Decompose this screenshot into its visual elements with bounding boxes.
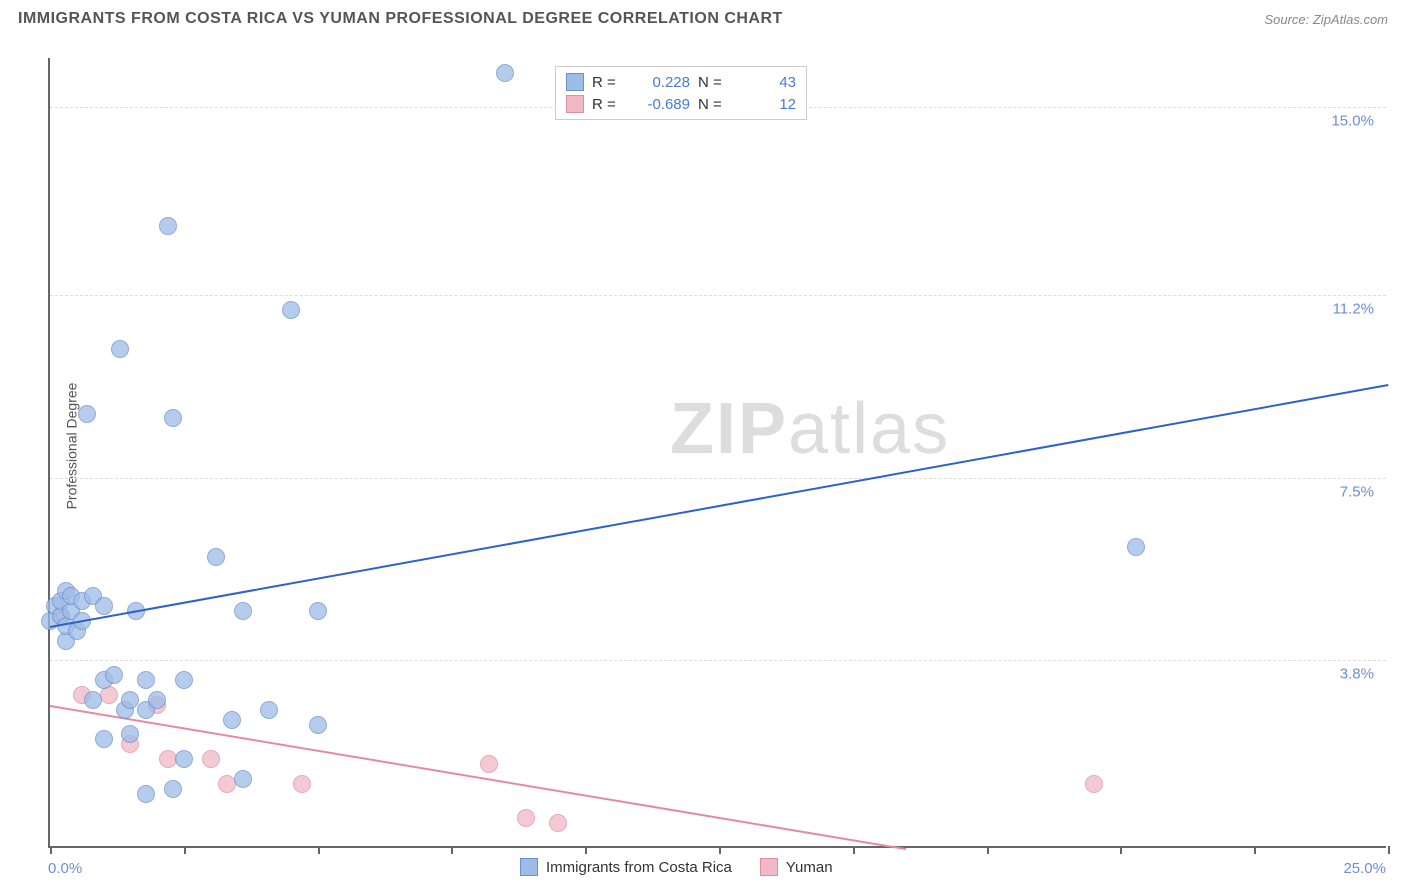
correlation-legend-row-b: R = -0.689 N = 12 — [566, 93, 796, 115]
gridline — [50, 478, 1386, 479]
series-a-point — [105, 666, 123, 684]
series-a-point — [175, 671, 193, 689]
series-a-point — [137, 785, 155, 803]
series-b-swatch — [566, 95, 584, 113]
series-b-point — [517, 809, 535, 827]
series-a-swatch — [520, 858, 538, 876]
series-a-point — [84, 691, 102, 709]
series-a-n-value: 43 — [740, 74, 796, 91]
series-a-point — [260, 701, 278, 719]
correlation-legend: R = 0.228 N = 43 R = -0.689 N = 12 — [555, 66, 807, 120]
series-a-point — [309, 602, 327, 620]
x-axis-min-label: 0.0% — [48, 860, 82, 877]
x-tick — [1120, 846, 1122, 854]
series-b-point — [1085, 775, 1103, 793]
x-axis-max-label: 25.0% — [1343, 860, 1386, 877]
series-b-r-value: -0.689 — [634, 96, 690, 113]
series-a-point — [159, 217, 177, 235]
series-b-label: Yuman — [786, 859, 833, 876]
series-b-swatch — [760, 858, 778, 876]
gridline — [50, 660, 1386, 661]
series-a-trend-line — [50, 384, 1388, 628]
series-a-point — [78, 405, 96, 423]
x-tick — [184, 846, 186, 854]
x-tick — [719, 846, 721, 854]
series-a-point — [223, 711, 241, 729]
r-label: R = — [592, 96, 626, 113]
series-b-trend-line — [50, 705, 907, 850]
legend-item-a: Immigrants from Costa Rica — [520, 858, 732, 876]
x-tick — [318, 846, 320, 854]
series-a-point — [164, 780, 182, 798]
r-label: R = — [592, 74, 626, 91]
x-tick — [987, 846, 989, 854]
y-tick-label: 11.2% — [1333, 301, 1374, 318]
series-a-point — [111, 340, 129, 358]
y-tick-label: 3.8% — [1340, 666, 1374, 683]
series-a-point — [121, 725, 139, 743]
series-a-point — [309, 716, 327, 734]
correlation-legend-row-a: R = 0.228 N = 43 — [566, 71, 796, 93]
y-tick-label: 7.5% — [1340, 483, 1374, 500]
series-b-point — [293, 775, 311, 793]
watermark: ZIPatlas — [670, 388, 950, 470]
series-a-point — [1127, 538, 1145, 556]
legend-item-b: Yuman — [760, 858, 833, 876]
series-a-point — [175, 750, 193, 768]
n-label: N = — [698, 74, 732, 91]
x-tick — [1388, 846, 1390, 854]
x-tick — [853, 846, 855, 854]
series-a-point — [164, 409, 182, 427]
y-tick-label: 15.0% — [1331, 113, 1374, 130]
gridline — [50, 295, 1386, 296]
series-legend: Immigrants from Costa Rica Yuman — [520, 858, 833, 876]
x-tick — [1254, 846, 1256, 854]
scatter-plot-area: ZIPatlas 3.8% 7.5% 11.2% 15.0% — [48, 58, 1386, 848]
series-a-r-value: 0.228 — [634, 74, 690, 91]
watermark-atlas: atlas — [788, 389, 950, 469]
chart-title: IMMIGRANTS FROM COSTA RICA VS YUMAN PROF… — [18, 10, 783, 28]
watermark-zip: ZIP — [670, 389, 788, 469]
source-attribution: Source: ZipAtlas.com — [1264, 12, 1388, 27]
series-a-point — [496, 64, 514, 82]
series-b-n-value: 12 — [740, 96, 796, 113]
series-b-point — [480, 755, 498, 773]
x-tick — [585, 846, 587, 854]
series-b-point — [549, 814, 567, 832]
series-a-point — [207, 548, 225, 566]
series-a-point — [282, 301, 300, 319]
series-a-point — [234, 770, 252, 788]
series-b-point — [202, 750, 220, 768]
series-a-point — [121, 691, 139, 709]
series-a-point — [148, 691, 166, 709]
series-a-point — [95, 597, 113, 615]
series-a-point — [234, 602, 252, 620]
series-a-swatch — [566, 73, 584, 91]
series-a-point — [137, 671, 155, 689]
x-tick — [50, 846, 52, 854]
series-a-label: Immigrants from Costa Rica — [546, 859, 732, 876]
x-tick — [451, 846, 453, 854]
n-label: N = — [698, 96, 732, 113]
series-a-point — [95, 730, 113, 748]
